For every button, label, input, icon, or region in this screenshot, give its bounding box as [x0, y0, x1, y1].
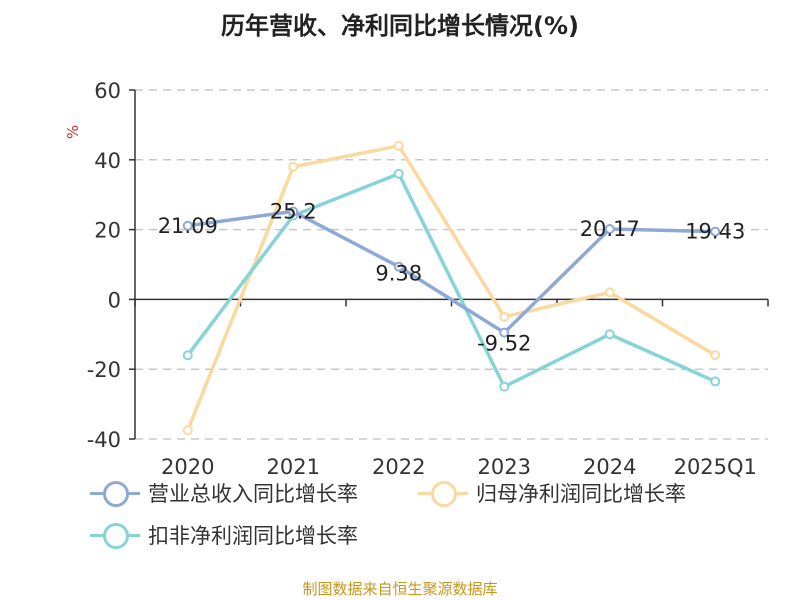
x-tick-label: 2022 — [372, 455, 425, 479]
data-point — [499, 381, 510, 392]
y-tick-label: 20 — [94, 219, 121, 243]
x-tick-label: 2025Q1 — [674, 455, 757, 479]
legend-marker-net-profit — [431, 481, 457, 507]
data-label: 19.43 — [685, 220, 745, 244]
data-point — [499, 327, 510, 338]
series-lines — [182, 140, 721, 436]
grid-lines — [135, 89, 768, 440]
legend-label-net-profit: 归母净利润同比增长率 — [476, 482, 686, 506]
series-line-2 — [186, 172, 716, 389]
data-point — [288, 206, 299, 217]
data-point — [393, 261, 404, 272]
legend-item-revenue[interactable]: 营业总收入同比增长率 — [90, 478, 358, 508]
data-labels: 21.09 25.2 9.38 -9.52 20.17 19.43 — [158, 199, 746, 355]
series-line-0 — [187, 209, 716, 335]
data-point — [393, 140, 404, 151]
data-point — [393, 168, 404, 179]
data-point — [288, 161, 299, 172]
x-tick-label: 2023 — [478, 455, 531, 479]
legend-swatch-revenue — [90, 480, 140, 507]
legend-item-net-profit[interactable]: 归母净利润同比增长率 — [418, 478, 686, 508]
legend-item-deducted-profit[interactable]: 扣非净利润同比增长率 — [90, 520, 358, 550]
data-label: -9.52 — [477, 332, 531, 356]
data-point — [710, 350, 721, 361]
legend-swatch-net-profit — [418, 480, 468, 507]
data-point — [182, 220, 193, 231]
legend-label-deducted-profit: 扣非净利润同比增长率 — [148, 524, 358, 548]
data-point — [604, 329, 615, 340]
source-watermark: 制图数据来自恒生聚源数据库 — [302, 580, 498, 598]
series-line-1 — [186, 144, 717, 431]
y-axis-label: % — [64, 125, 82, 139]
chart-title: 历年营收、净利同比增长情况(%) — [221, 12, 579, 40]
data-label: 20.17 — [580, 217, 640, 241]
x-tick-label: 2020 — [161, 455, 214, 479]
data-point — [710, 376, 721, 387]
legend-label-revenue: 营业总收入同比增长率 — [148, 482, 358, 506]
data-point — [182, 350, 193, 361]
y-tick-label: -40 — [87, 428, 121, 452]
legend-marker-revenue — [103, 481, 129, 507]
legend-swatch-deducted-profit — [90, 522, 140, 549]
y-tick-label: 0 — [108, 288, 121, 312]
data-label: 25.2 — [270, 199, 317, 223]
y-tick-label: 40 — [94, 149, 121, 173]
data-point — [710, 226, 721, 237]
data-point — [499, 311, 510, 322]
x-tick-label: 2024 — [583, 455, 636, 479]
y-tick-label: 60 — [94, 79, 121, 103]
data-label: 21.09 — [158, 214, 218, 238]
data-point — [604, 224, 615, 235]
data-point — [182, 425, 193, 436]
y-tick-label: -20 — [87, 358, 121, 382]
legend-marker-deducted-profit — [103, 523, 129, 549]
data-label: 9.38 — [375, 262, 422, 286]
x-tick-label: 2021 — [267, 455, 320, 479]
data-point — [604, 287, 615, 298]
